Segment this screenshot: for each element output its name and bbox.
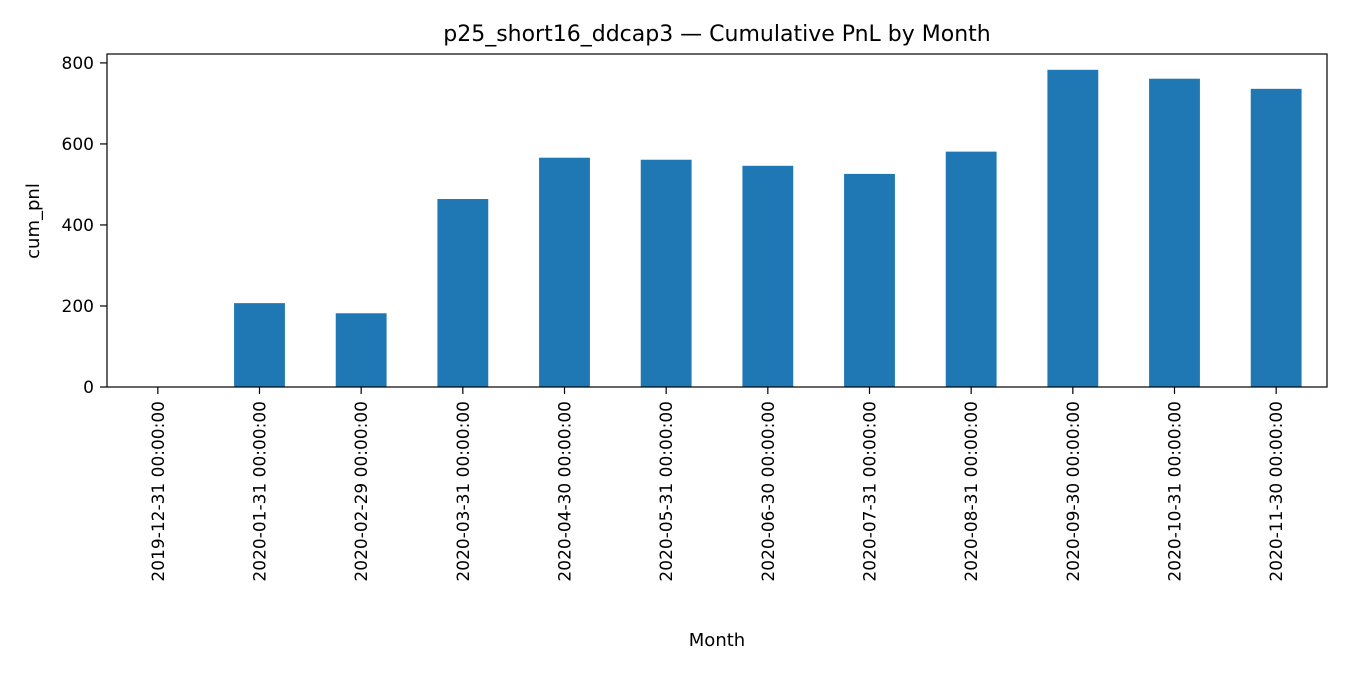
chart-title: p25_short16_ddcap3 — Cumulative PnL by M…: [443, 22, 991, 47]
x-axis-label: Month: [689, 630, 745, 651]
x-tick-label: 2020-03-31 00:00:00: [454, 401, 474, 582]
x-tick-label: 2020-10-31 00:00:00: [1166, 401, 1186, 582]
bar: [742, 165, 794, 387]
bar: [1250, 88, 1302, 387]
bar: [844, 173, 895, 387]
x-axis: 2019-12-31 00:00:00 2020-01-31 00:00:00 20…: [149, 387, 1287, 582]
plot-frame: [106, 53, 1328, 388]
bar: [234, 303, 285, 387]
plot-area: [106, 53, 1328, 388]
y-tick-label: 400: [62, 216, 94, 236]
x-tick-label: 2020-05-31 00:00:00: [657, 401, 677, 582]
bars-group: [132, 69, 1302, 388]
bar: [437, 199, 489, 387]
y-axis-label: cum_pnl: [23, 183, 44, 259]
x-tick-label: 2020-02-29 00:00:00: [352, 401, 372, 582]
x-tick-label: 2020-08-31 00:00:00: [962, 401, 982, 582]
bar: [539, 157, 590, 387]
x-tick-label: 2020-06-30 00:00:00: [759, 401, 779, 582]
x-tick-label: 2020-01-31 00:00:00: [251, 401, 271, 582]
y-tick-label: 200: [62, 297, 94, 317]
x-tick-label: 2020-09-30 00:00:00: [1064, 401, 1084, 582]
y-axis: 0 200 400 600 800: [62, 54, 107, 398]
x-tick-label: 2020-11-30 00:00:00: [1267, 401, 1287, 582]
bar: [640, 159, 692, 387]
x-tick-label: 2020-07-31 00:00:00: [861, 401, 881, 582]
bar: [1047, 69, 1099, 388]
y-tick-label: 600: [62, 135, 94, 155]
y-tick-label: 800: [62, 54, 94, 74]
x-tick-label: 2020-04-30 00:00:00: [556, 401, 576, 582]
bar: [335, 313, 387, 387]
bar: [1149, 78, 1200, 388]
x-tick-label: 2019-12-31 00:00:00: [149, 401, 169, 582]
y-tick-label: 0: [83, 378, 94, 398]
bar: [945, 151, 997, 387]
